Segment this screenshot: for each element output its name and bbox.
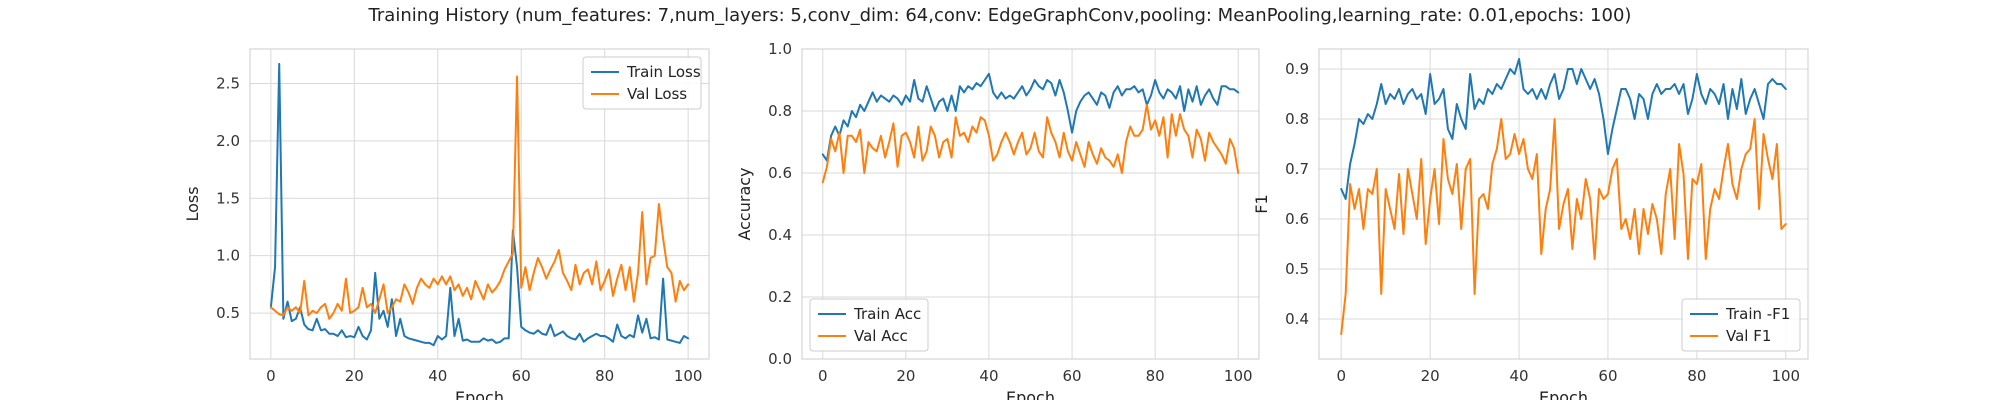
series-line-1 [269, 62, 690, 347]
legend-label: Val F1 [1726, 327, 1771, 345]
plot-frame [249, 48, 710, 360]
series-line-2 [1340, 118, 1787, 335]
x-tick-label: 0 [266, 367, 276, 385]
y-tick-label: 2.0 [216, 132, 240, 150]
x-tick-label: 60 [1598, 367, 1617, 385]
x-tick-label: 100 [674, 367, 703, 385]
y-axis-label: Accuracy [735, 167, 754, 240]
x-tick-label: 80 [1146, 367, 1165, 385]
legend: Train Loss Val Loss [582, 56, 702, 110]
legend: Train Acc Val Acc [809, 298, 929, 352]
x-axis-label: Epoch [1539, 388, 1588, 400]
y-tick-label: 0.7 [1285, 160, 1309, 178]
y-tick-label: 0.5 [1285, 260, 1309, 278]
x-tick-label: 100 [1771, 367, 1800, 385]
y-tick-label: 1.0 [216, 247, 240, 265]
legend-box [1681, 298, 1801, 352]
legend-label: Train -F1 [1725, 305, 1790, 323]
x-tick-label: 40 [1509, 367, 1528, 385]
legend-label: Val Loss [627, 85, 687, 103]
x-tick-label: 20 [345, 367, 364, 385]
plot-frame [1318, 48, 1809, 360]
chart-panel-3: 0 20 40 60 80 100 0.4 0.5 0.6 0.7 0.8 0.9 Epoch F1 Tra… [1252, 48, 1809, 400]
series-line-2 [821, 103, 1240, 184]
y-tick-label: 0.8 [768, 102, 792, 120]
x-tick-label: 80 [1687, 367, 1706, 385]
series-line-1 [1340, 58, 1787, 200]
legend-label: Val Acc [854, 327, 908, 345]
chart-panel-2: 0 20 40 60 80 100 0.0 0.2 0.4 0.6 0.8 1.0 Epoch Accur… [735, 40, 1260, 400]
x-axis-label: Epoch [1006, 388, 1055, 400]
legend: Train -F1 Val F1 [1681, 298, 1801, 352]
y-tick-label: 0.6 [768, 164, 792, 182]
y-tick-label: 0.5 [216, 304, 240, 322]
legend-box [809, 298, 929, 352]
x-axis-label: Epoch [455, 388, 504, 400]
x-tick-label: 20 [896, 367, 915, 385]
y-tick-label: 0.6 [1285, 210, 1309, 228]
y-tick-label: 0.8 [1285, 110, 1309, 128]
y-tick-label: 0.4 [1285, 310, 1309, 328]
y-tick-label: 2.5 [216, 74, 240, 92]
y-axis-label: Loss [183, 186, 202, 221]
figure-suptitle: Training History (num_features: 7,num_la… [368, 5, 1632, 26]
y-tick-label: 1.5 [216, 189, 240, 207]
legend-box [582, 56, 702, 110]
x-tick-label: 0 [818, 367, 828, 385]
x-tick-label: 60 [512, 367, 531, 385]
x-tick-label: 100 [1224, 367, 1253, 385]
chart-panel-1: 0 20 40 60 80 100 0.5 1.0 1.5 2.0 2.5 Epoch Loss Trai… [183, 48, 710, 400]
series-line-2 [269, 75, 690, 320]
x-tick-label: 40 [428, 367, 447, 385]
legend-label: Train Acc [853, 305, 921, 323]
y-tick-label: 0.0 [768, 350, 792, 368]
legend-label: Train Loss [626, 63, 701, 81]
x-tick-label: 40 [979, 367, 998, 385]
x-tick-label: 80 [595, 367, 614, 385]
series-line-1 [821, 72, 1240, 162]
y-tick-label: 0.9 [1285, 60, 1309, 78]
y-tick-label: 0.4 [768, 226, 792, 244]
plot-frame [801, 48, 1260, 360]
x-tick-label: 60 [1062, 367, 1081, 385]
x-tick-label: 0 [1336, 367, 1346, 385]
x-tick-label: 20 [1421, 367, 1440, 385]
y-axis-label: F1 [1252, 194, 1271, 213]
y-tick-label: 0.2 [768, 288, 792, 306]
y-tick-label: 1.0 [768, 40, 792, 58]
